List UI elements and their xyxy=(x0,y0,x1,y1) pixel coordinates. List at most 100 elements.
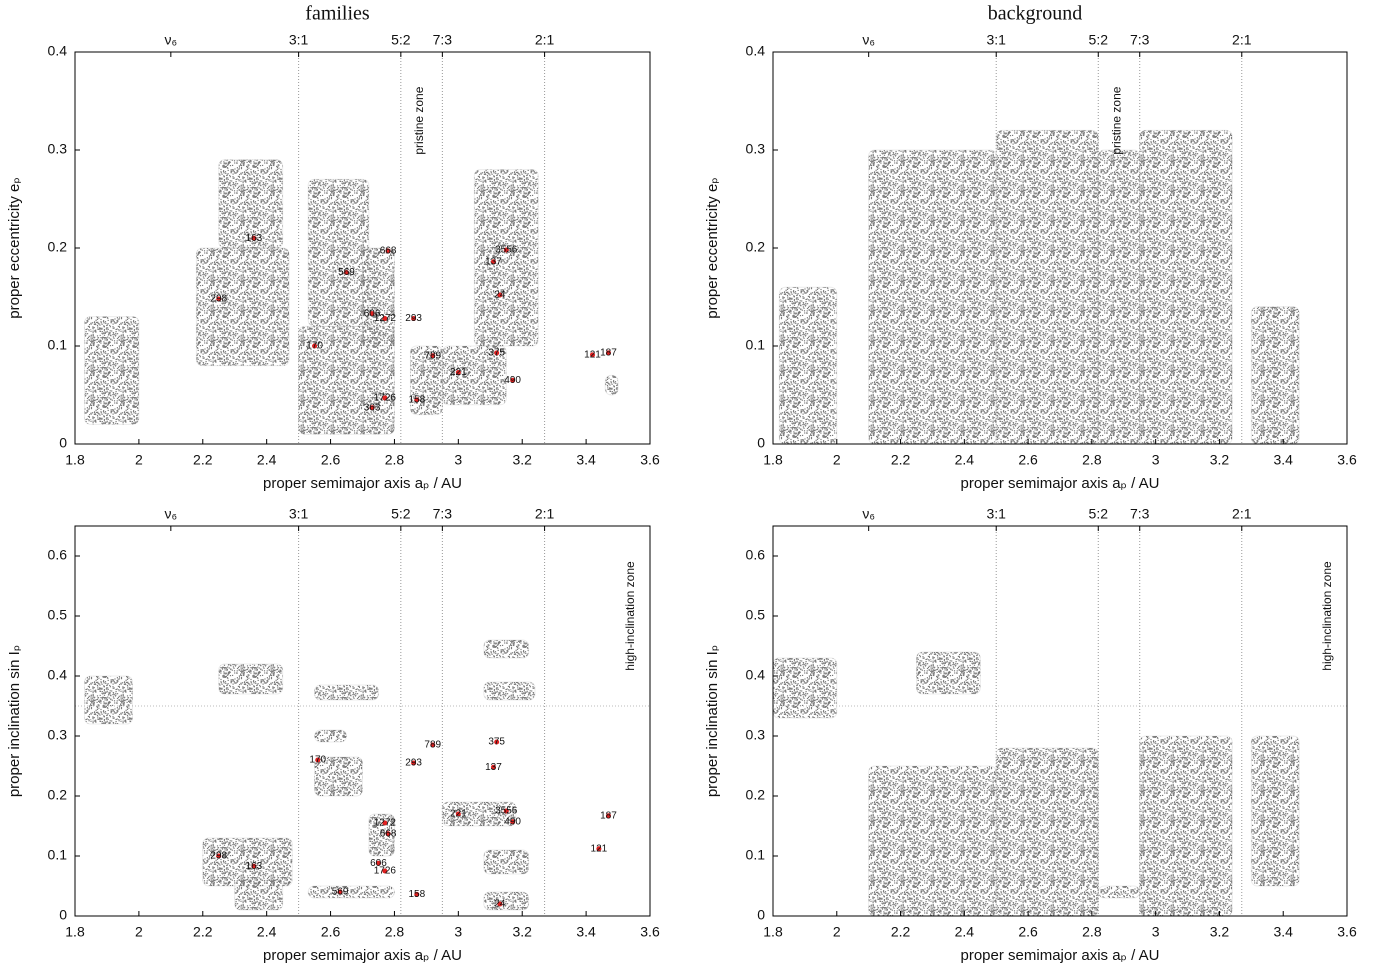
x2-tick-label: 7:3 xyxy=(433,32,453,48)
x2-tick-label: 5:2 xyxy=(1089,506,1109,522)
family-center xyxy=(369,405,375,411)
y-tick-label: 0.3 xyxy=(48,141,68,157)
point-cloud xyxy=(1139,735,1233,917)
family-label: 569 xyxy=(332,887,349,898)
point-cloud xyxy=(483,681,536,701)
y-tick-label: 0 xyxy=(757,435,765,451)
x2-tick-label: ν₆ xyxy=(862,506,875,522)
x2-tick-label: 7:3 xyxy=(1130,32,1150,48)
x-tick-label: 2.6 xyxy=(321,924,341,940)
family-center xyxy=(503,247,509,253)
family-label: 121 xyxy=(584,349,601,360)
point-cloud xyxy=(868,149,997,445)
annotation: pristine zone xyxy=(1110,86,1124,154)
x-tick-label: 3 xyxy=(1152,452,1160,468)
family-center xyxy=(216,853,222,859)
point-cloud xyxy=(1139,129,1233,445)
point-cloud xyxy=(362,247,395,347)
x-tick-label: 2.2 xyxy=(193,924,213,940)
x-tick-label: 2.6 xyxy=(1018,924,1038,940)
family-label: 187 xyxy=(600,810,617,821)
point-cloud xyxy=(314,756,364,797)
family-label: 24 xyxy=(494,290,506,301)
family-center xyxy=(375,860,381,866)
x-tick-label: 3.4 xyxy=(1273,924,1293,940)
point-cloud xyxy=(483,891,530,911)
x-tick-label: 3.6 xyxy=(640,452,660,468)
family-center xyxy=(411,760,417,766)
family-center xyxy=(382,316,388,322)
family-center xyxy=(385,248,391,254)
family-label: 3556 xyxy=(495,806,518,817)
family-center xyxy=(369,311,375,317)
x2-tick-label: 7:3 xyxy=(433,506,453,522)
x-tick-label: 2.2 xyxy=(193,452,213,468)
family-label: 298 xyxy=(210,294,227,305)
family-label: 121 xyxy=(591,843,608,854)
point-cloud xyxy=(314,729,348,743)
x-tick-label: 3.2 xyxy=(1210,924,1230,940)
y-tick-label: 0 xyxy=(757,907,765,923)
x-axis-label: proper semimajor axis aₚ / AU xyxy=(961,947,1160,964)
family-label: 375 xyxy=(488,348,505,359)
point-cloud xyxy=(218,159,284,249)
family-label: 1726 xyxy=(374,393,397,404)
plot-frame xyxy=(74,525,651,917)
point-cloud xyxy=(995,129,1099,445)
y-tick-label: 0.4 xyxy=(746,667,766,683)
family-center xyxy=(510,377,516,383)
family-center xyxy=(494,739,500,745)
x-tick-label: 2.6 xyxy=(321,452,341,468)
family-center xyxy=(497,292,503,298)
family-center xyxy=(414,891,420,897)
x2-tick-label: ν₆ xyxy=(165,32,178,48)
point-cloud xyxy=(604,374,619,396)
family-label: 375 xyxy=(488,737,505,748)
x-tick-label: 2.4 xyxy=(955,924,975,940)
family-label: 137 xyxy=(485,256,502,267)
x-tick-label: 2.6 xyxy=(1018,452,1038,468)
x-tick-label: 2.4 xyxy=(955,452,975,468)
y-axis-label: proper eccentricity eₚ xyxy=(704,177,721,318)
family-label: 789 xyxy=(424,740,441,751)
y-tick-label: 0.2 xyxy=(746,787,766,803)
x2-tick-label: 3:1 xyxy=(289,32,309,48)
x2-tick-label: 2:1 xyxy=(535,32,555,48)
y-tick-label: 0.1 xyxy=(746,847,766,863)
annotation: high-inclination zone xyxy=(1320,561,1334,671)
x-tick-label: 2.8 xyxy=(385,452,405,468)
point-cloud xyxy=(84,675,134,725)
family-center xyxy=(430,742,436,748)
family-center xyxy=(312,343,318,349)
x2-tick-label: 3:1 xyxy=(289,506,309,522)
point-cloud xyxy=(234,879,284,911)
point-cloud xyxy=(1097,149,1141,445)
family-label: 1272 xyxy=(374,818,397,829)
x-tick-label: 3 xyxy=(454,924,462,940)
y-tick-label: 0.1 xyxy=(48,337,68,353)
y-tick-label: 0.5 xyxy=(746,607,766,623)
y-tick-label: 0.1 xyxy=(746,337,766,353)
point-cloud xyxy=(1097,885,1141,899)
family-label: 170 xyxy=(309,755,326,766)
panel-title: families xyxy=(305,3,370,25)
point-cloud xyxy=(772,657,838,719)
family-center xyxy=(510,819,516,825)
family-center xyxy=(385,831,391,837)
x-tick-label: 1.8 xyxy=(65,452,85,468)
family-center xyxy=(503,808,509,814)
family-label: 187 xyxy=(600,348,617,359)
x-tick-label: 3.4 xyxy=(1273,452,1293,468)
family-center xyxy=(337,889,343,895)
x-tick-label: 2.2 xyxy=(891,452,911,468)
family-center xyxy=(344,270,350,275)
family-label: 221 xyxy=(450,367,467,378)
y-tick-label: 0.5 xyxy=(48,607,68,623)
x-tick-label: 3.2 xyxy=(512,924,532,940)
family-center xyxy=(490,259,496,265)
family-label: 490 xyxy=(504,375,521,386)
point-cloud xyxy=(868,765,997,917)
point-cloud xyxy=(473,169,539,347)
family-label: 163 xyxy=(246,233,263,244)
x-tick-label: 2.8 xyxy=(385,924,405,940)
